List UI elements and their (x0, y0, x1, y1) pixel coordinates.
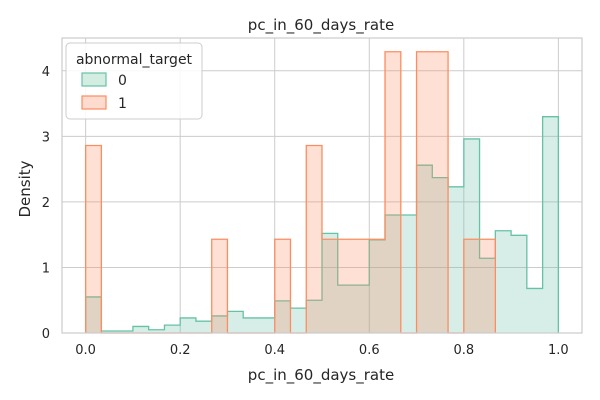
x-tick-label: 0.2 (170, 343, 191, 358)
series-outline-0 (84, 116, 560, 333)
y-axis-label: Density (16, 160, 34, 217)
x-tick-label: 1.0 (548, 343, 569, 358)
y-tick-label: 3 (42, 130, 50, 145)
bin-bar (164, 325, 180, 333)
bin-bar (354, 239, 370, 333)
y-tick-label: 2 (42, 196, 50, 211)
bin-bar (338, 239, 354, 333)
legend-title: abnormal_target (76, 52, 193, 68)
bin-bar (543, 117, 559, 333)
bin-bar (259, 318, 275, 333)
plot-border (61, 37, 583, 334)
chart-title: pc_in_60_days_rate (248, 16, 394, 35)
bin-bar (86, 146, 102, 333)
x-tick-label: 0.4 (264, 343, 285, 358)
bin-bar (306, 146, 322, 333)
bin-bar (227, 311, 243, 333)
y-tick-label: 4 (42, 65, 50, 80)
bin-bar (275, 239, 291, 333)
bin-bar (212, 239, 228, 333)
x-tick-label: 0.6 (359, 343, 380, 358)
series-0 (84, 116, 560, 334)
plot-frame (61, 37, 583, 334)
bin-bar (196, 321, 212, 333)
bin-bar (322, 239, 338, 333)
bin-bar (527, 288, 543, 333)
legend: abnormal_target 0 1 (65, 42, 203, 120)
bin-bar (448, 187, 464, 333)
bin-bar (480, 239, 496, 333)
tick-labels: 0.0 0.2 0.4 0.6 0.8 1.0 0 1 2 3 4 (42, 65, 569, 358)
series-area-1 (85, 51, 496, 334)
x-tick-label: 0.0 (75, 343, 96, 358)
bin-bar (511, 235, 527, 333)
bin-bar (180, 318, 196, 333)
bin-bar (401, 215, 417, 333)
legend-swatch-0 (81, 72, 107, 87)
bin-bar (432, 52, 448, 333)
legend-swatch-1 (81, 95, 107, 110)
bin-bar (464, 239, 480, 333)
bin-bar (385, 52, 401, 333)
x-axis-label: pc_in_60_days_rate (248, 366, 394, 385)
bin-bar (369, 239, 385, 333)
x-tick-label: 0.8 (453, 343, 474, 358)
bin-bar (133, 326, 149, 333)
bin-bar (495, 231, 511, 333)
series-area-0 (85, 116, 559, 334)
y-tick-label: 0 (42, 327, 50, 342)
bin-bar (417, 52, 433, 333)
legend-label-0: 0 (118, 73, 127, 89)
y-tick-label: 1 (42, 261, 50, 276)
bin-bar (290, 308, 306, 333)
bin-bar (243, 318, 259, 333)
legend-label-1: 1 (118, 96, 127, 112)
